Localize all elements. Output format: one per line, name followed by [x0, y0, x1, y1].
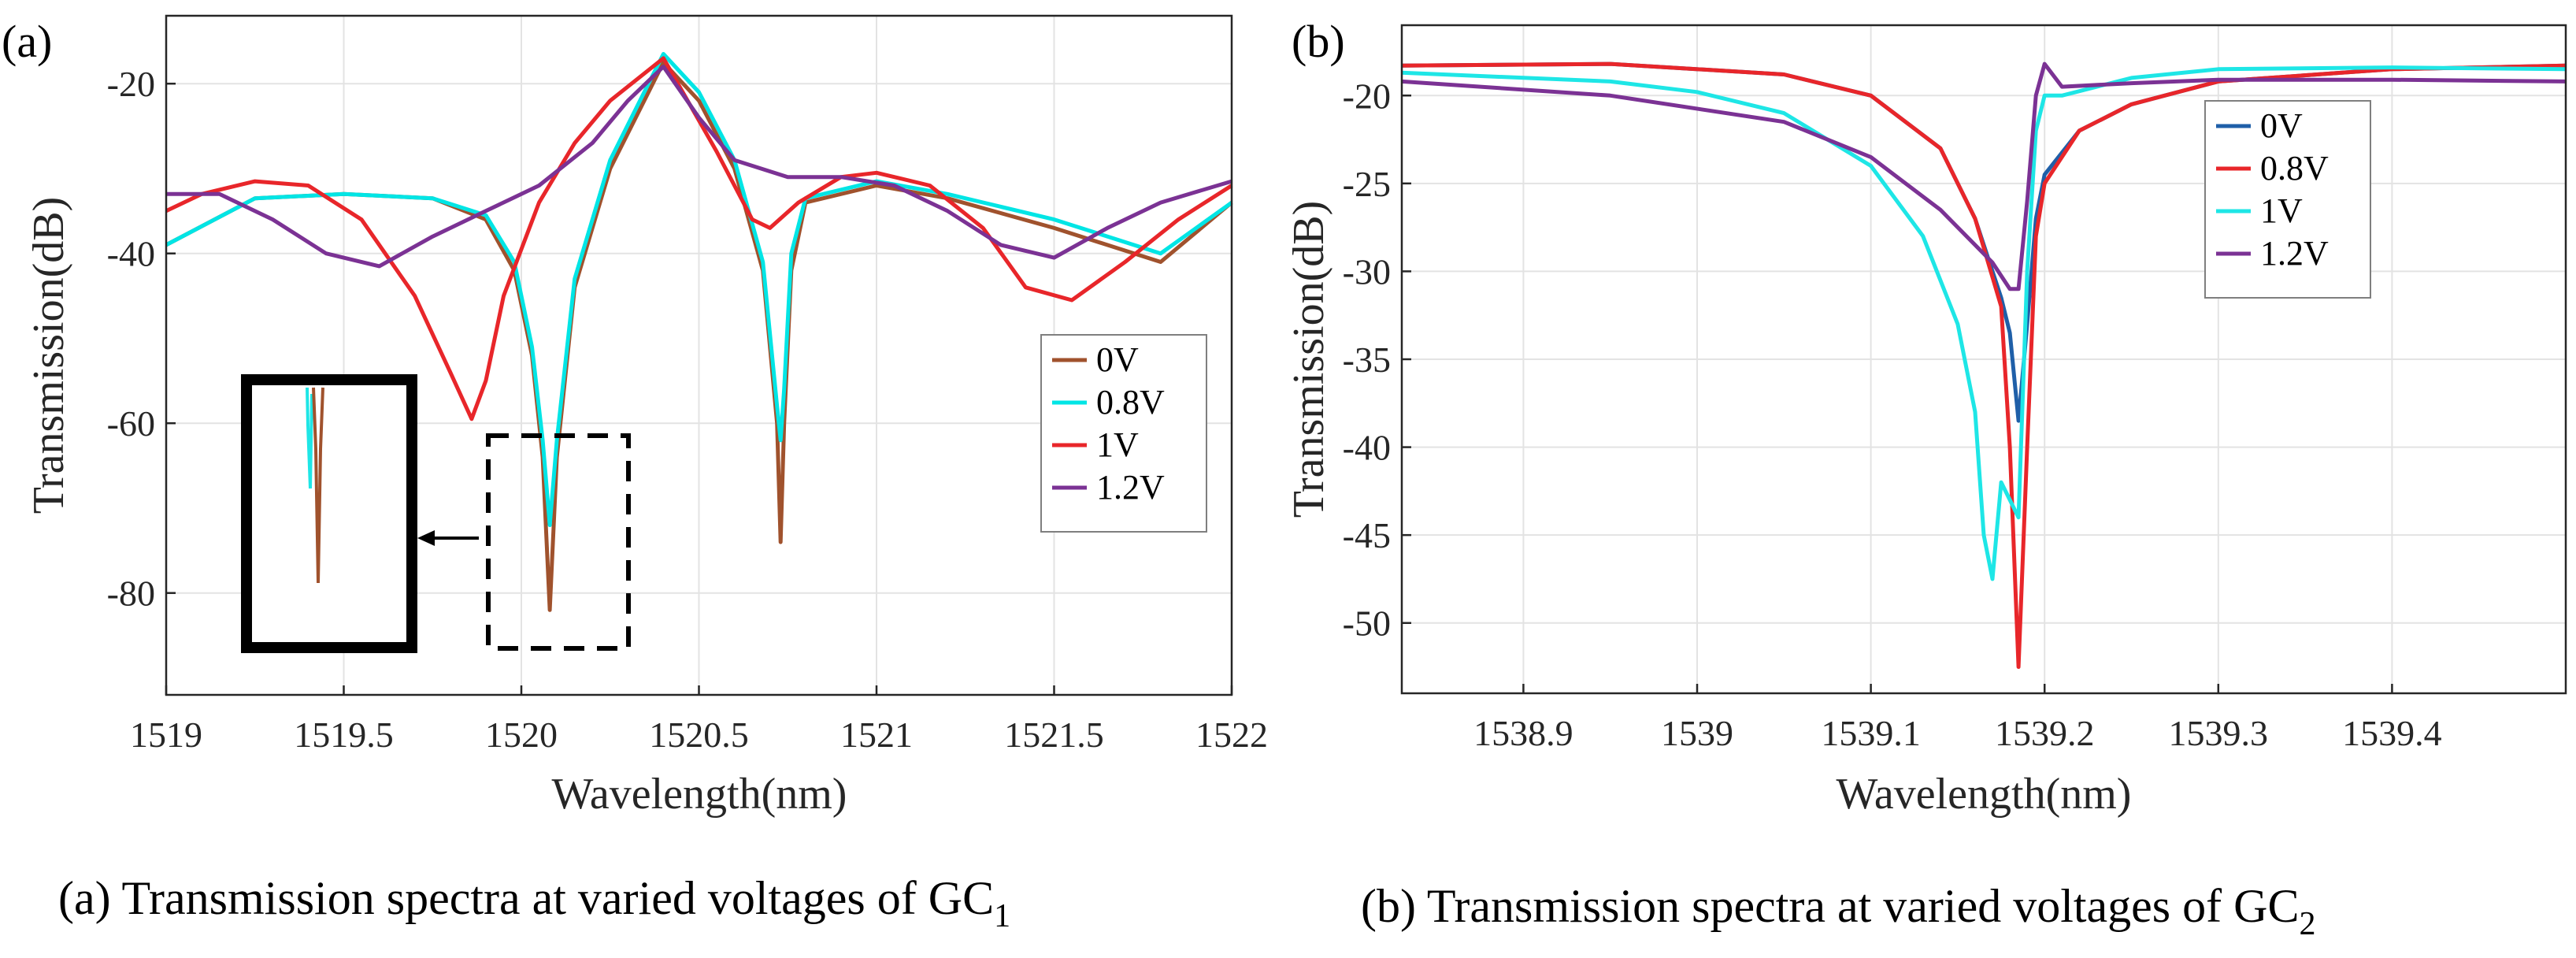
- inset-trace-0V: [312, 387, 324, 584]
- x-tick-label: 1539.1: [1821, 713, 1921, 753]
- y-tick-label: -35: [1343, 340, 1391, 380]
- x-tick-label: 1520: [485, 715, 558, 755]
- x-tick-label: 1522: [1195, 715, 1268, 755]
- legend-label: 1.2V: [2260, 234, 2329, 273]
- x-tick-label: 1521: [840, 715, 913, 755]
- x-tick-label: 1521.5: [1004, 715, 1104, 755]
- series-lines-a: [165, 52, 1233, 612]
- y-tick-label: -40: [107, 234, 155, 274]
- zoom-arrow-head: [417, 530, 435, 546]
- x-tick-label: 1520.5: [649, 715, 749, 755]
- legend-label: 0.8V: [2260, 149, 2329, 188]
- y-tick-label: -60: [107, 403, 155, 444]
- legend-label: 1V: [1096, 425, 1139, 464]
- x-tick-label: 1519.5: [294, 715, 394, 755]
- legend-label: 1V: [2260, 191, 2303, 230]
- panel-tag-a: (a): [2, 16, 52, 67]
- series-line-a-0_8V: [165, 52, 1233, 527]
- legend-label: 0.8V: [1096, 383, 1165, 421]
- chart-panel-a: 1519 1519.5 1520 1520.5 1521 1521.5 1522 -20 -40…: [2, 14, 1268, 819]
- x-tick-label: 1539.2: [1995, 713, 2095, 753]
- tick-labels-b: 1538.9 1539 1539.1 1539.2 1539.3 1539.4 -20 -25…: [1343, 76, 2442, 753]
- x-tick-label: 1539: [1661, 713, 1733, 753]
- y-tick-label: -45: [1343, 515, 1391, 555]
- x-tick-label: 1539.3: [2169, 713, 2269, 753]
- caption-b-main: (b) Transmission spectra at varied volta…: [1361, 880, 2299, 932]
- series-line-b-0_8V: [1401, 61, 2567, 669]
- x-tick-label: 1539.4: [2342, 713, 2442, 753]
- zoom-region-dashed-box: [486, 433, 631, 651]
- y-tick-label: -40: [1343, 428, 1391, 468]
- x-axis-label-b: Wavelength(nm): [1837, 770, 2132, 819]
- y-tick-label: -20: [107, 64, 155, 104]
- y-tick-label: -20: [1343, 76, 1391, 116]
- legend-label: 0V: [1096, 340, 1139, 379]
- legend-a: 0V 0.8V 1V 1.2V: [1040, 334, 1207, 533]
- series-line-a-1V: [165, 56, 1233, 421]
- caption-a: (a) Transmission spectra at varied volta…: [58, 872, 1010, 934]
- series-line-b-1V: [1401, 65, 2567, 581]
- caption-a-main: (a) Transmission spectra at varied volta…: [58, 872, 994, 924]
- series-line-b-1_2V: [1401, 61, 2567, 291]
- zoom-inset-box: [241, 374, 417, 653]
- legend-label: 0V: [2260, 106, 2303, 145]
- y-axis-label-a: Transmission(dB): [24, 197, 73, 514]
- x-axis-label-a: Wavelength(nm): [552, 770, 847, 819]
- y-tick-label: -30: [1343, 251, 1391, 291]
- chart-panel-b: 1538.9 1539 1539.1 1539.2 1539.3 1539.4 -20 -25…: [1284, 16, 2567, 819]
- series-line-a-1_2V: [166, 65, 1232, 269]
- y-tick-label: -25: [1343, 164, 1391, 204]
- caption-b: (b) Transmission spectra at varied volta…: [1361, 880, 2315, 942]
- series-lines-b: [1401, 61, 2567, 669]
- y-tick-label: -50: [1343, 603, 1391, 644]
- series-line-a-0V: [165, 60, 1233, 612]
- legend-label: 1.2V: [1096, 468, 1165, 507]
- y-tick-label: -80: [107, 574, 155, 614]
- tick-labels-a: 1519 1519.5 1520 1520.5 1521 1521.5 1522 -20 -40…: [107, 64, 1268, 755]
- caption-b-subscript: 2: [2299, 906, 2315, 942]
- x-tick-label: 1538.9: [1473, 713, 1573, 753]
- grid-b: [1402, 25, 2566, 693]
- inset-trace-0_8V: [306, 387, 313, 489]
- y-axis-label-b: Transmission(dB): [1284, 201, 1333, 518]
- x-tick-label: 1519: [130, 715, 202, 755]
- zoom-inset-lines: [306, 387, 324, 584]
- caption-a-subscript: 1: [994, 898, 1010, 934]
- panel-tag-b: (b): [1292, 16, 1345, 67]
